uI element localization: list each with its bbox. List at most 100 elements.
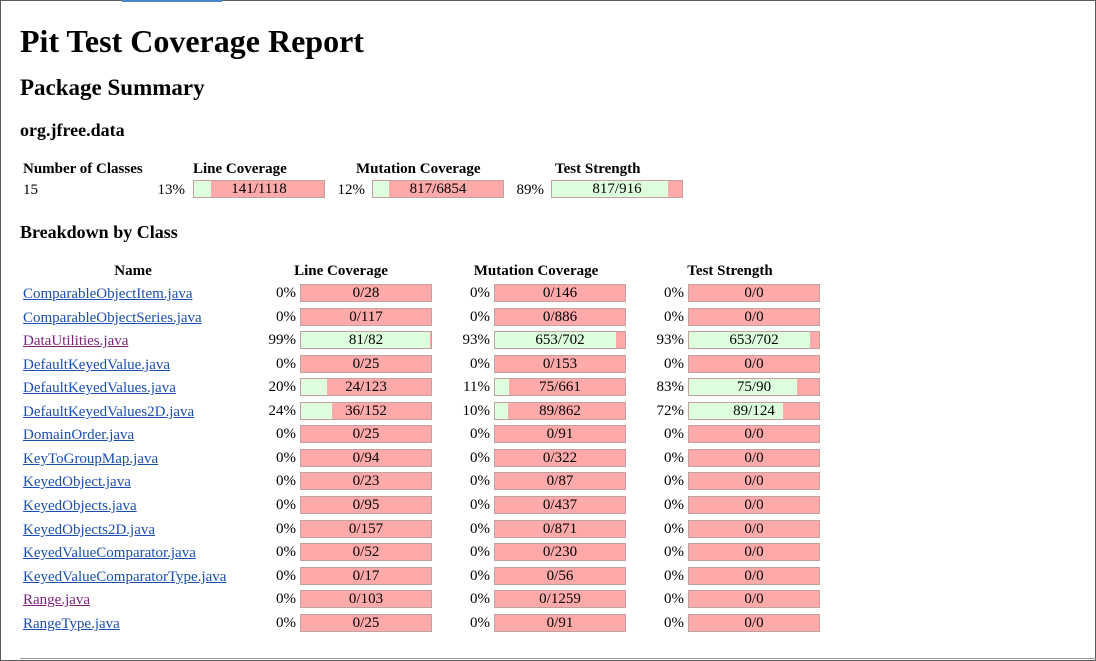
strength-percent: 72%: [656, 403, 685, 419]
line-percent: 0%: [276, 285, 296, 301]
strength-coverage-bar: 0/0: [688, 284, 820, 302]
mutation-coverage-text: 0/87: [546, 473, 574, 489]
summary-header-classes: Number of Classes: [23, 161, 143, 177]
breakdown-header-strength: Test Strength: [687, 263, 773, 279]
mutation-coverage-bar: 0/91: [494, 425, 626, 443]
strength-coverage-bar: 0/0: [688, 449, 820, 467]
strength-percent: 0%: [664, 568, 684, 584]
line-percent: 0%: [276, 615, 296, 631]
line-coverage-text: 24/123: [345, 379, 387, 395]
summary-mutation-percent: 12%: [337, 182, 366, 198]
class-link[interactable]: ComparableObjectSeries.java: [23, 310, 202, 326]
line-coverage-text: 0/117: [349, 309, 383, 325]
line-coverage-bar: 0/17: [300, 567, 432, 585]
strength-coverage-bar: 75/90: [688, 378, 820, 396]
class-link[interactable]: KeyToGroupMap.java: [23, 451, 159, 467]
class-link[interactable]: DomainOrder.java: [23, 427, 135, 443]
line-coverage-text: 0/23: [352, 473, 380, 489]
class-link[interactable]: DefaultKeyedValue.java: [23, 357, 171, 373]
mutation-coverage-text: 75/661: [539, 379, 581, 395]
class-link[interactable]: ComparableObjectItem.java: [23, 286, 193, 302]
strength-percent: 0%: [664, 309, 684, 325]
mutation-coverage-bar: 0/886: [494, 308, 626, 326]
strength-coverage-bar: 653/702: [688, 331, 820, 349]
line-coverage-bar: 0/23: [300, 472, 432, 490]
strength-coverage-bar: 89/124: [688, 402, 820, 420]
strength-coverage-text: 0/0: [744, 497, 764, 513]
line-coverage-bar: 0/52: [300, 543, 432, 561]
strength-coverage-bar: 0/0: [688, 425, 820, 443]
mutation-coverage-bar: 75/661: [494, 378, 626, 396]
mutation-percent: 0%: [470, 426, 490, 442]
strength-percent: 0%: [664, 544, 684, 560]
coverage-fill: [373, 181, 389, 197]
mutation-coverage-text: 0/871: [542, 521, 578, 537]
line-percent: 0%: [276, 521, 296, 537]
line-coverage-bar: 0/28: [300, 284, 432, 302]
mutation-coverage-text: 0/437: [542, 497, 578, 513]
class-link[interactable]: KeyedObject.java: [23, 474, 131, 490]
strength-percent: 0%: [664, 285, 684, 301]
class-link[interactable]: DefaultKeyedValues.java: [23, 380, 176, 396]
line-coverage-bar: 0/103: [300, 590, 432, 608]
coverage-fill: [495, 403, 508, 419]
strength-coverage-bar: 0/0: [688, 543, 820, 561]
line-coverage-bar: 0/157: [300, 520, 432, 538]
strength-coverage-bar: 0/0: [688, 520, 820, 538]
line-coverage-text: 0/17: [352, 568, 380, 584]
coverage-fill: [495, 379, 510, 395]
mutation-coverage-text: 0/153: [542, 356, 578, 372]
strength-coverage-bar: 0/0: [688, 614, 820, 632]
line-percent: 20%: [268, 379, 297, 395]
mutation-coverage-bar: 0/87: [494, 472, 626, 490]
strength-percent: 0%: [664, 497, 684, 513]
line-coverage-text: 0/25: [352, 615, 380, 631]
line-coverage-bar: 0/25: [300, 425, 432, 443]
strength-coverage-bar: 0/0: [688, 590, 820, 608]
mutation-coverage-text: 0/91: [546, 426, 574, 442]
strength-coverage-text: 0/0: [744, 544, 764, 560]
line-percent: 0%: [276, 426, 296, 442]
mutation-coverage-text: 0/146: [542, 285, 578, 301]
mutation-coverage-text: 0/91: [546, 615, 574, 631]
mutation-percent: 0%: [470, 497, 490, 513]
strength-percent: 0%: [664, 615, 684, 631]
strength-coverage-bar: 0/0: [688, 496, 820, 514]
strength-coverage-text: 75/90: [736, 379, 772, 395]
line-percent: 0%: [276, 591, 296, 607]
mutation-coverage-text: 89/862: [539, 403, 581, 419]
coverage-fill: [194, 181, 211, 197]
strength-coverage-bar: 0/0: [688, 355, 820, 373]
summary-header-strength: Test Strength: [555, 161, 641, 177]
class-link[interactable]: RangeType.java: [23, 616, 120, 632]
class-link[interactable]: DataUtilities.java: [23, 333, 129, 349]
strength-percent: 0%: [664, 426, 684, 442]
mutation-percent: 0%: [470, 450, 490, 466]
strength-coverage-text: 89/124: [733, 403, 775, 419]
class-link[interactable]: Range.java: [23, 592, 91, 608]
class-link[interactable]: KeyedObjects2D.java: [23, 522, 156, 538]
line-percent: 99%: [268, 332, 297, 348]
mutation-coverage-bar: 0/437: [494, 496, 626, 514]
strength-coverage-text: 0/0: [744, 615, 764, 631]
mutation-percent: 0%: [470, 591, 490, 607]
line-coverage-bar: 81/82: [300, 331, 432, 349]
strength-percent: 0%: [664, 473, 684, 489]
mutation-coverage-bar: 0/153: [494, 355, 626, 373]
line-coverage-text: 0/52: [352, 544, 380, 560]
active-tab-indicator: [122, 0, 222, 2]
summary-strength-percent: 89%: [516, 182, 545, 198]
mutation-percent: 0%: [470, 356, 490, 372]
line-percent: 0%: [276, 497, 296, 513]
summary-header-mutation: Mutation Coverage: [356, 161, 481, 177]
coverage-fill: [689, 403, 783, 419]
strength-percent: 0%: [664, 521, 684, 537]
mutation-coverage-bar: 653/702: [494, 331, 626, 349]
class-link[interactable]: KeyedValueComparatorType.java: [23, 569, 227, 585]
summary-classes-count: 15: [23, 182, 38, 198]
mutation-coverage-text: 0/322: [542, 450, 578, 466]
class-link[interactable]: KeyedValueComparator.java: [23, 545, 196, 561]
mutation-coverage-text: 0/886: [542, 309, 578, 325]
class-link[interactable]: DefaultKeyedValues2D.java: [23, 404, 195, 420]
class-link[interactable]: KeyedObjects.java: [23, 498, 137, 514]
